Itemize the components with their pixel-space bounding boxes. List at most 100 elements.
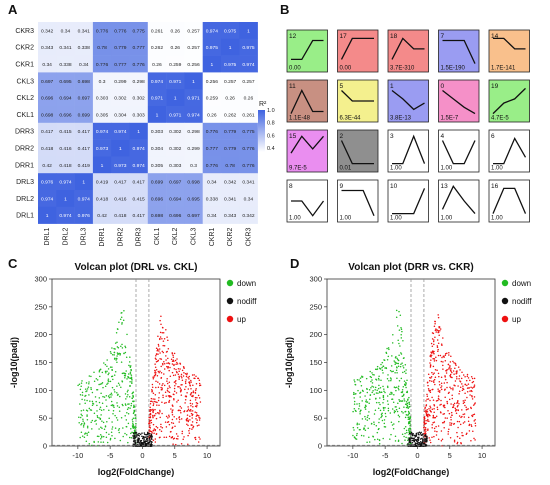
up-point [464,383,466,385]
down-point [112,410,115,412]
down-point [378,443,381,445]
down-point [116,355,118,357]
up-point [446,417,448,419]
up-point [158,392,161,394]
up-point [168,396,171,398]
down-point [99,375,101,378]
down-point [384,412,387,415]
up-point [152,404,155,407]
down-point [399,314,402,316]
up-point [440,376,443,379]
nodiff-point [136,433,138,435]
up-point [152,408,154,411]
nodiff-point [421,437,423,440]
up-point [186,423,188,426]
down-point [134,417,136,420]
heatmap-cell [129,190,149,208]
up-point [173,397,175,400]
profile-box [438,129,480,173]
cell-value: 0.971 [169,112,182,118]
down-point [398,415,401,418]
heatmap-cell [111,89,130,107]
down-point [99,406,102,408]
down-point [387,386,389,389]
up-point [443,427,445,429]
cluster-pvalue: 1.5E-7 [441,116,459,122]
up-point [438,334,440,336]
down-point [122,427,124,429]
nodiff-point [424,441,427,443]
cell-value: 0.78 [225,163,235,169]
down-point [104,370,107,373]
cell-value: 0.304 [114,112,127,118]
down-point [126,333,128,336]
nodiff-point [132,443,135,445]
down-point [380,363,382,366]
up-point [195,375,197,377]
down-point [409,422,411,425]
profile-line [441,185,476,215]
cell-value: 0.302 [169,129,182,135]
nodiff-point [414,436,416,438]
heatmap-cell [202,206,222,224]
heatmap-cell [92,72,112,90]
down-point [403,393,405,396]
cell-value: 0.3 [99,79,106,85]
col-label: CKL3 [191,227,198,245]
nodiff-point [149,435,152,437]
down-point [404,403,407,405]
up-point [171,414,174,416]
up-point [463,401,466,403]
down-point [356,422,359,424]
down-point [376,368,379,370]
down-point [86,425,89,428]
down-point [366,416,369,419]
heatmap-cell [239,38,258,56]
profile-cluster: 120.00 [286,29,328,73]
up-point [437,348,439,351]
up-point [425,430,427,432]
up-point [462,400,465,402]
heatmap-cell [129,206,149,224]
down-point [403,435,405,438]
heatmap-cell [56,89,75,107]
heatmap-cell [239,156,258,174]
up-point [433,427,436,430]
down-point [356,423,358,426]
down-point [367,427,369,430]
up-point [190,393,192,395]
down-point [110,352,112,355]
profile-box [438,79,480,123]
up-point [473,377,476,380]
cell-value: 0.3 [190,163,197,169]
up-point [473,396,476,398]
down-point [377,407,380,410]
down-point [360,434,363,437]
heatmap-cell [184,72,203,90]
down-point [114,348,116,350]
down-point [399,345,401,347]
profile-line [340,140,374,165]
up-point [435,400,438,402]
up-point [169,366,171,369]
up-point [158,396,160,399]
down-point [114,391,116,393]
up-point [429,376,431,379]
up-point [442,337,444,339]
down-point [353,391,355,394]
down-point [369,394,372,396]
cell-value: 0.974 [133,163,146,169]
up-point [157,359,160,362]
down-point [108,409,110,411]
up-point [432,414,435,417]
heatmap-cell [239,139,258,157]
up-point [453,402,456,405]
down-point [119,439,122,442]
nodiff-point [418,431,421,434]
cell-value: 0.342 [242,213,255,219]
down-point [96,414,99,417]
up-point [442,361,444,363]
down-point [394,357,397,359]
cell-value: 0.342 [224,180,237,186]
cell-value: 0.341 [242,180,255,186]
